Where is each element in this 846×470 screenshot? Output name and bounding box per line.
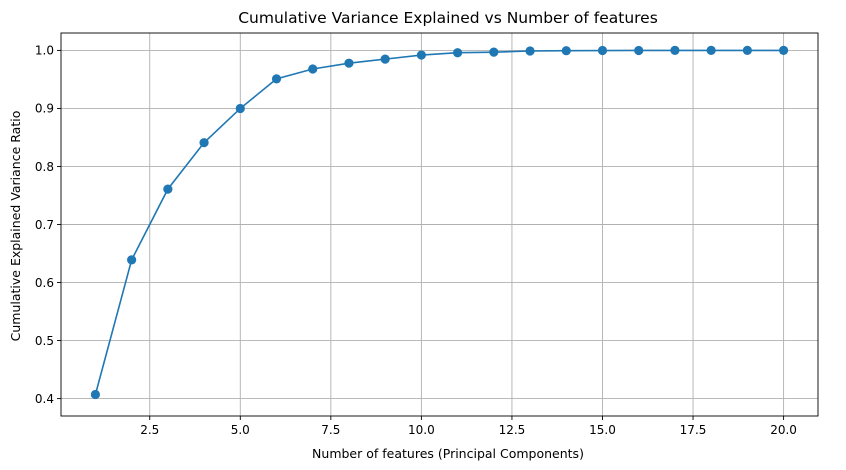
grid <box>61 33 818 416</box>
data-point <box>453 48 463 58</box>
data-point <box>706 45 716 56</box>
x-tick-label: 10.0 <box>408 423 435 437</box>
data-point <box>670 45 680 56</box>
data-point <box>489 47 499 57</box>
x-tick-label: 2.5 <box>140 423 159 437</box>
data-point <box>742 45 752 56</box>
series-line <box>94 49 784 395</box>
data-point <box>597 45 608 56</box>
data-point <box>271 74 282 84</box>
y-tick-label: 0.9 <box>35 102 54 116</box>
data-point <box>235 103 245 114</box>
x-tick-label: 12.5 <box>499 423 526 437</box>
data-point <box>380 54 390 64</box>
data-point <box>778 45 789 56</box>
x-tick-label: 20.0 <box>770 423 797 437</box>
x-tick-label: 17.5 <box>680 423 707 437</box>
data-point <box>634 45 644 56</box>
y-tick-label: 0.6 <box>35 276 54 290</box>
x-tick-label: 15.0 <box>589 423 616 437</box>
series-layer <box>90 45 789 400</box>
y-axis-label: Cumulative Explained Variance Ratio <box>8 111 23 342</box>
y-tick-label: 1.0 <box>35 44 54 58</box>
y-tick-label: 0.8 <box>35 160 54 174</box>
x-axis-label: Number of features (Principal Components… <box>312 446 584 461</box>
data-point <box>416 50 426 60</box>
ticks: 2.5 5.0 7.5 10.0 12.5 15.0 17.5 20.0 0.4 0.5 0.6 0.… <box>35 44 797 437</box>
data-point <box>525 46 535 56</box>
data-point <box>199 138 209 148</box>
y-tick-label: 0.4 <box>35 392 54 406</box>
y-tick-label: 0.5 <box>35 334 54 348</box>
y-tick-label: 0.7 <box>35 218 54 232</box>
data-point <box>90 389 101 400</box>
data-point <box>127 255 137 265</box>
data-point <box>163 184 173 194</box>
data-point <box>344 58 354 68</box>
data-point <box>561 46 571 56</box>
chart-title: Cumulative Variance Explained vs Number … <box>238 9 658 27</box>
x-tick-label: 5.0 <box>231 423 250 437</box>
x-tick-label: 7.5 <box>321 423 340 437</box>
data-point <box>308 64 318 74</box>
